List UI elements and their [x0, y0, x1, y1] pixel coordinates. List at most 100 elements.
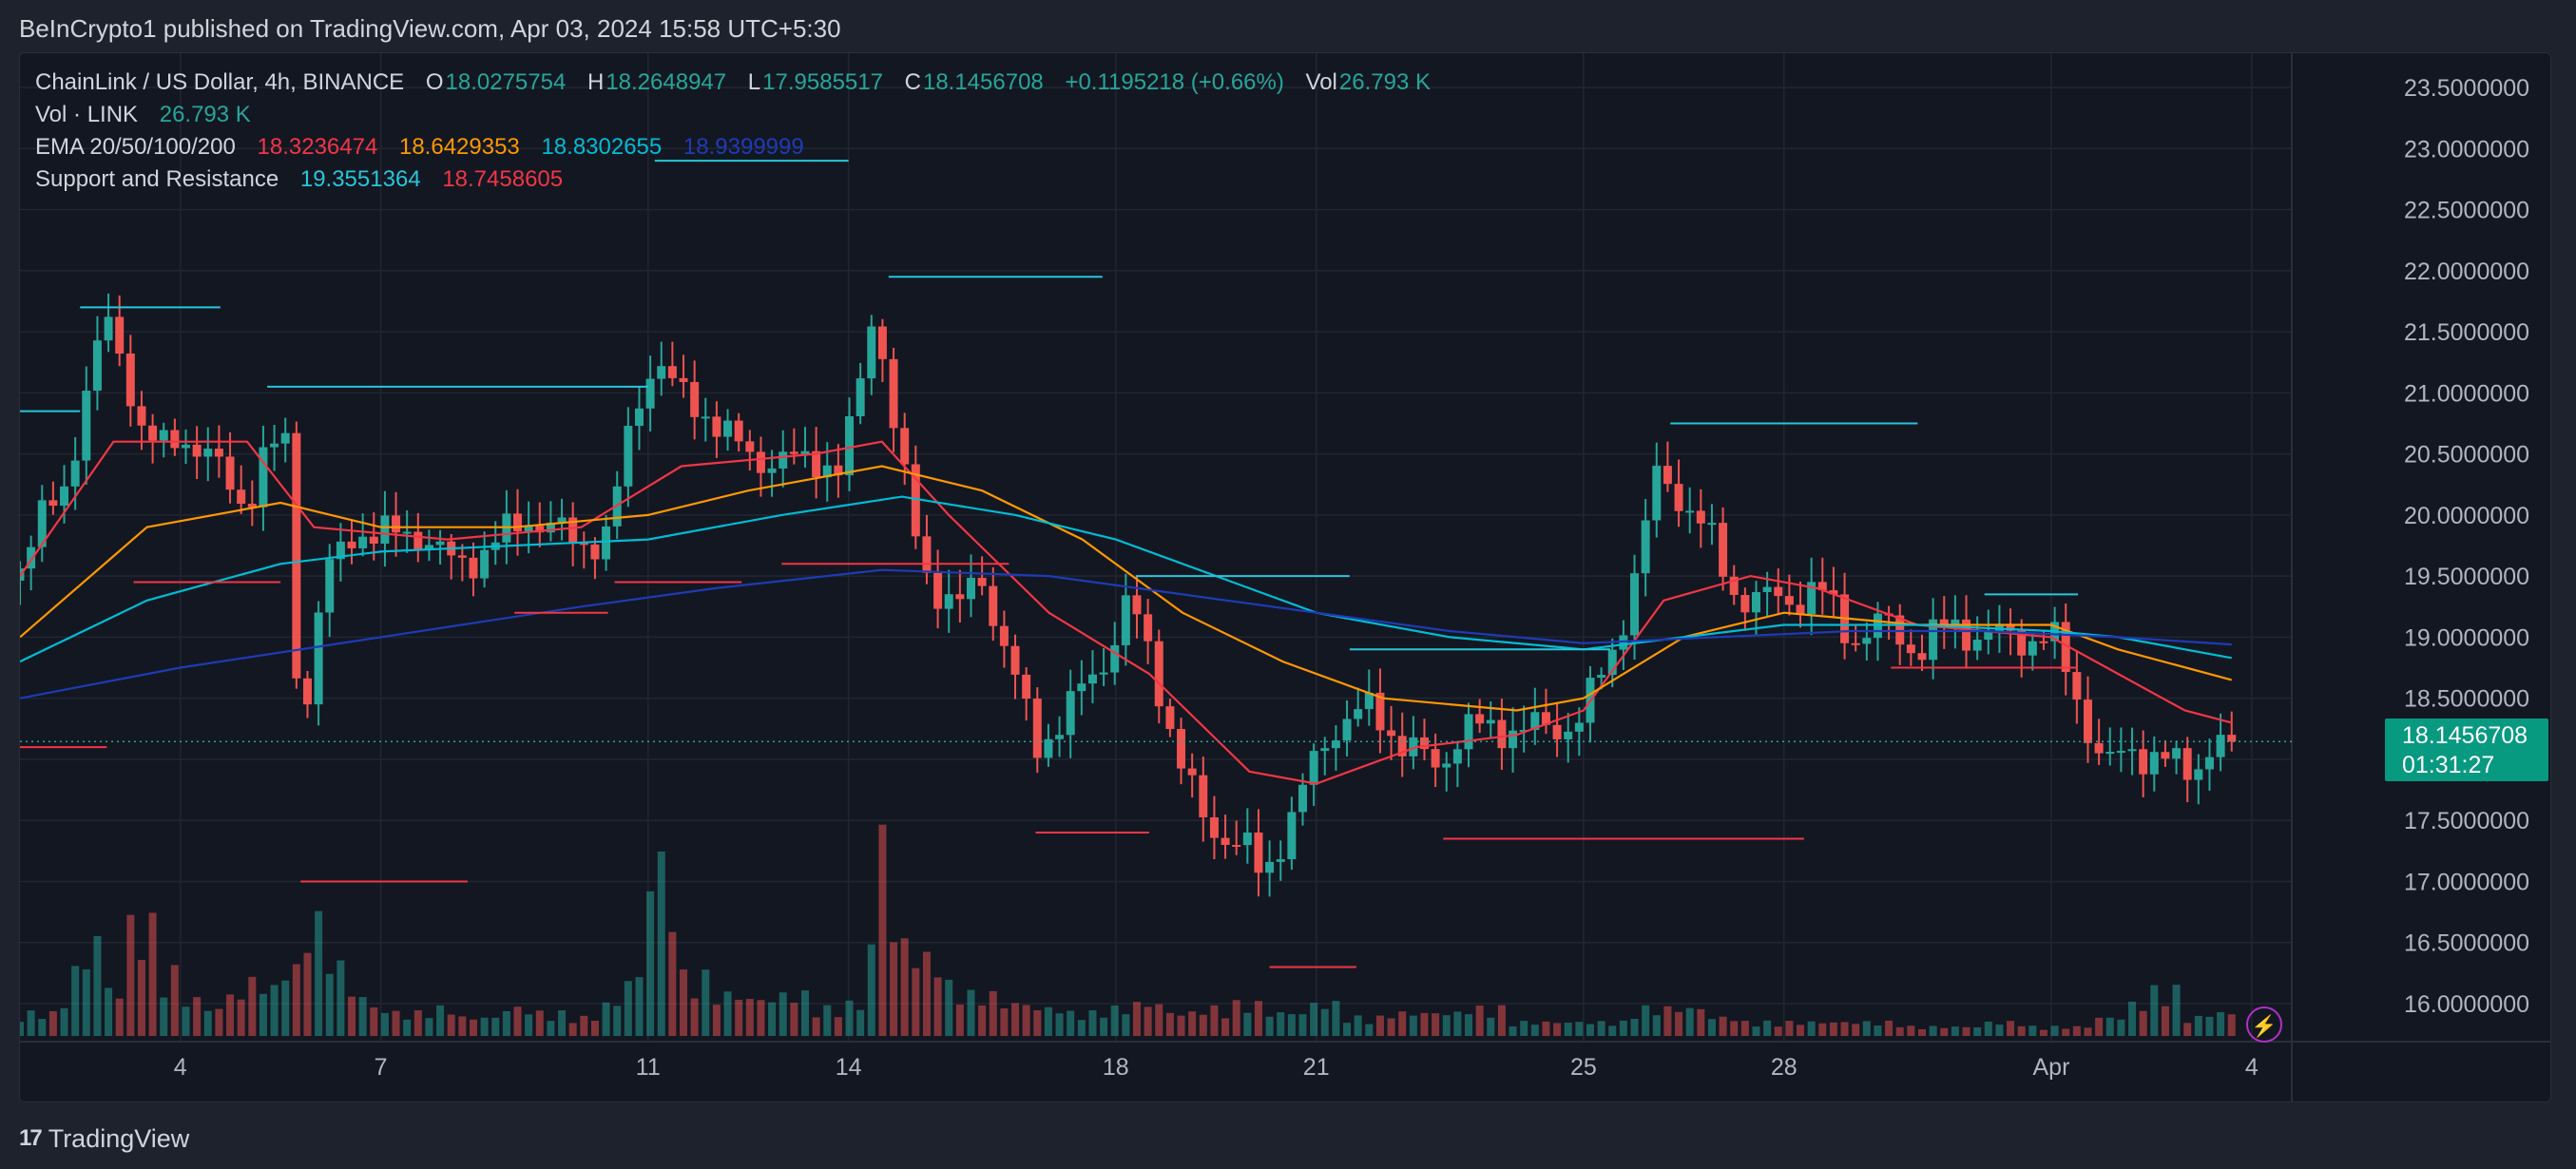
y-tick-label: 23.5000000 [2404, 75, 2529, 102]
candle-body [1242, 832, 1252, 846]
candle-body [745, 441, 755, 452]
volume-bar [1917, 1028, 1926, 1036]
candle-body [1994, 623, 2004, 632]
candle-body [314, 612, 323, 705]
candle-body [2127, 749, 2137, 752]
volume-bar [170, 965, 179, 1036]
volume-bar [2117, 1019, 2125, 1036]
candle-body [2105, 752, 2115, 755]
candle-body [1199, 775, 1208, 818]
candle-body [546, 522, 555, 533]
candle-body [1387, 730, 1396, 737]
volume-bar [1564, 1023, 1572, 1036]
volume-bar [148, 912, 157, 1036]
candle-body [125, 354, 135, 407]
volume-bar [237, 999, 245, 1036]
volume-bar [1530, 1025, 1539, 1036]
symbol-title[interactable]: ChainLink / US Dollar, 4h, BINANCE [35, 69, 405, 95]
candle-body [2017, 630, 2027, 656]
candle-body [1607, 649, 1617, 676]
price-chart[interactable]: 23.5000000 23.0000000 22.5000000 22.0000000… [20, 53, 2550, 1102]
volume-bar [281, 980, 290, 1036]
open-value: 18.0275754 [445, 69, 567, 95]
candle-body [159, 430, 168, 441]
legend-symbol-row: ChainLink / US Dollar, 4h, BINANCE O18.0… [35, 67, 1432, 99]
candle-body [237, 489, 246, 505]
lightning-icon[interactable]: ⚡ [2246, 1006, 2282, 1043]
volume-bar [48, 1010, 57, 1036]
volume-bar [1077, 1020, 1086, 1036]
candle-body [579, 543, 588, 546]
legend-volume-row: Vol · LINK 26.793 K [35, 99, 1432, 131]
volume-bar [602, 1002, 610, 1036]
candle-body [2161, 752, 2170, 759]
candle-body [2194, 769, 2203, 780]
top-bar: BeInCrypto1 published on TradingView.com… [0, 0, 2576, 57]
low-value: 17.9585517 [762, 69, 883, 95]
tradingview-logo[interactable]: 17 TradingView [19, 1124, 189, 1154]
volume-bar [1862, 1021, 1871, 1036]
volume-bar [2172, 985, 2181, 1036]
candle-body [1663, 466, 1672, 485]
volume-bar [646, 891, 655, 1036]
volume-bar [1122, 1014, 1130, 1036]
candle-body [413, 531, 423, 550]
candle-body [380, 515, 390, 545]
tradingview-brand-text: TradingView [48, 1123, 190, 1153]
volume-bar [348, 996, 356, 1036]
chart-panel[interactable]: 23.5000000 23.0000000 22.5000000 22.0000000… [19, 52, 2551, 1102]
volume-bar [1265, 1016, 1274, 1036]
candle-body [1851, 642, 1860, 645]
volume-bar [978, 1005, 987, 1036]
x-tick-label: 18 [1103, 1054, 1129, 1081]
volume-indicator-label[interactable]: Vol · LINK [35, 102, 139, 127]
volume-bar [735, 999, 743, 1036]
volume-bar [1387, 1018, 1395, 1036]
candle-body [1032, 699, 1042, 758]
ema-indicator-label[interactable]: EMA 20/50/100/200 [35, 134, 236, 160]
volume-bar [469, 1019, 477, 1036]
candle-body [203, 449, 213, 457]
volume-bar [1398, 1011, 1407, 1036]
candle-body [148, 425, 158, 441]
x-tick-label: Apr [2032, 1054, 2069, 1081]
y-tick-label: 18.5000000 [2404, 686, 2529, 713]
candle-body [27, 546, 36, 569]
candle-body [1452, 749, 1462, 764]
volume-bar [193, 997, 202, 1036]
candle-body [270, 443, 279, 448]
volume-bar [1287, 1014, 1296, 1036]
volume-bar [1011, 1003, 1020, 1036]
candle-body [1652, 466, 1662, 521]
volume-bar [2161, 1006, 2169, 1036]
volume-bar [93, 935, 102, 1036]
volume-bar [1575, 1022, 1584, 1036]
volume-bar [1332, 1001, 1340, 1036]
candle-body [1509, 730, 1518, 749]
candle-body [347, 541, 356, 548]
candle-body [1719, 523, 1728, 577]
candle-body [977, 577, 987, 586]
bar-countdown: 01:31:27 [2402, 752, 2495, 778]
volume-bar [1675, 1011, 1683, 1036]
candle-body [1475, 714, 1485, 724]
candle-body [1342, 719, 1352, 741]
volume-bar [182, 1006, 190, 1036]
sr-indicator-label[interactable]: Support and Resistance [35, 166, 279, 192]
volume-bar [2050, 1025, 2059, 1036]
ema50-value: 18.6429353 [398, 134, 520, 160]
candle-body [1774, 586, 1783, 597]
candle-body [2116, 751, 2125, 754]
chart-background [20, 53, 2550, 1102]
volume-bar [1553, 1023, 1562, 1036]
volume-bar [115, 998, 124, 1036]
volume-bar [358, 997, 367, 1036]
candle-body [70, 460, 80, 487]
volume-bar [922, 951, 931, 1036]
volume-bar [1088, 1010, 1097, 1036]
volume-bar [989, 990, 997, 1036]
volume-bar [1177, 1015, 1185, 1036]
volume-bar [1100, 1017, 1108, 1036]
candle-body [1552, 724, 1562, 739]
y-tick-label: 21.5000000 [2404, 319, 2529, 346]
